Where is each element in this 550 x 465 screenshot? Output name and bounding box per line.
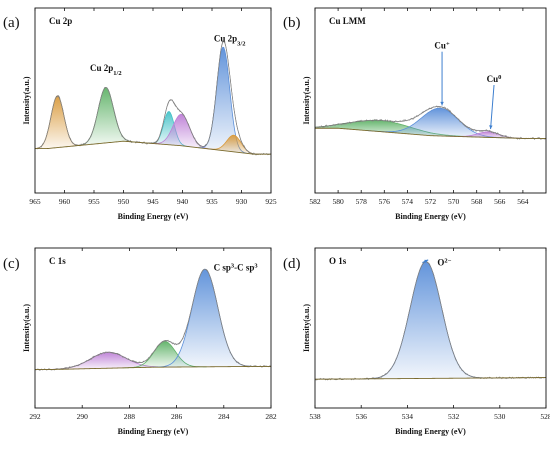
peak-fill [366, 108, 514, 139]
x-tick-label: 965 [29, 197, 41, 206]
annotation-text: Cu [434, 41, 446, 51]
peak-fill [363, 261, 489, 379]
raw-spectrum [34, 268, 272, 371]
annotation-text: C sp [214, 262, 231, 272]
peak-fill [205, 135, 262, 155]
x-tick-label: 282 [265, 412, 277, 421]
x-tick-label: 566 [494, 197, 506, 206]
annotation-superscript: + [446, 40, 450, 47]
plot-frame [34, 247, 272, 409]
peak-annotation: Cu 2p3/2 [214, 33, 246, 47]
peak-fill [75, 87, 136, 146]
annotation-subscript: 1/2 [113, 69, 121, 76]
y-axis-label: Intensity(a.u.) [302, 76, 311, 124]
x-tick-label: 530 [494, 412, 506, 421]
annotation-text: Cu 2p [90, 63, 113, 73]
x-tick-label: 574 [402, 197, 414, 206]
panel-title: Cu LMM [329, 16, 366, 26]
x-tick-label: 955 [88, 197, 100, 206]
arrow-head [424, 259, 429, 263]
peak-fill [447, 131, 530, 139]
x-tick-label: 960 [59, 197, 71, 206]
peak-fill [35, 95, 84, 149]
y-axis-label: Intensity(a.u.) [22, 76, 31, 124]
panel-0: (a) 965 960 955 950 945 940 935 930 925 Binding En… [3, 7, 277, 221]
x-tick-label: 950 [118, 197, 130, 206]
x-tick-label: 538 [309, 412, 321, 421]
peak-fill [153, 269, 256, 368]
annotation-arrow [490, 84, 495, 130]
y-axis-label: Intensity(a.u.) [302, 304, 311, 352]
y-axis-label: Intensity(a.u.) [22, 304, 31, 352]
x-axis-label: Binding Energy (eV) [395, 427, 466, 436]
annotation-text: O [437, 258, 444, 268]
peak-annotation: O2− [437, 257, 451, 268]
annotation-superscript: 0 [498, 74, 501, 81]
annotation-text-2: -C sp [234, 262, 254, 272]
peak-fill [38, 352, 179, 370]
annotation-superscript-2: 3 [254, 262, 258, 269]
x-tick-label: 290 [77, 412, 89, 421]
x-tick-label: 940 [177, 197, 189, 206]
x-tick-label: 935 [206, 197, 218, 206]
background-line [315, 127, 546, 139]
peak-annotation: Cu+ [434, 40, 450, 51]
annotation-subscript: 3/2 [237, 40, 245, 47]
x-tick-label: 945 [147, 197, 159, 206]
x-tick-label: 536 [356, 412, 368, 421]
arrow-head [489, 125, 493, 130]
panel-3: (d) 538 536 534 532 530 528 Binding Energy (eV)… [283, 247, 550, 436]
panel-letter: (d) [283, 256, 301, 272]
x-tick-label: 534 [402, 412, 414, 421]
x-tick-label: 925 [265, 197, 277, 206]
x-tick-label: 564 [517, 197, 529, 206]
x-axis-label: Binding Energy (eV) [118, 212, 189, 221]
x-tick-label: 568 [471, 197, 483, 206]
x-axis-label: Binding Energy (eV) [395, 212, 466, 221]
x-tick-label: 930 [236, 197, 248, 206]
x-tick-label: 578 [356, 197, 368, 206]
peak-fill [198, 47, 249, 154]
arrow-head [440, 101, 444, 106]
x-tick-label: 580 [332, 197, 344, 206]
x-tick-label: 292 [29, 412, 41, 421]
plot-frame [314, 7, 547, 194]
x-axis-label: Binding Energy (eV) [118, 427, 189, 436]
panel-letter: (a) [3, 15, 20, 31]
panel-title: Cu 2p [49, 16, 72, 26]
panel-title: C 1s [49, 256, 66, 266]
x-tick-label: 532 [448, 412, 460, 421]
peak-annotation: C sp3-C sp3 [214, 262, 259, 273]
x-tick-label: 572 [425, 197, 437, 206]
x-tick-label: 288 [124, 412, 136, 421]
plot-frame [314, 247, 547, 409]
peak-fill [148, 114, 215, 150]
panel-letter: (c) [3, 256, 20, 272]
panel-letter: (b) [283, 15, 301, 31]
panel-1: (b) 582 580 578 576 574 572 570 568 566 564 Binding… [283, 7, 547, 221]
peak-fill [122, 341, 207, 368]
x-tick-label: 582 [309, 197, 321, 206]
x-tick-label: 576 [379, 197, 391, 206]
annotation-superscript: 3 [231, 262, 235, 269]
background-line [35, 365, 271, 371]
x-tick-label: 570 [448, 197, 460, 206]
background-line [35, 140, 271, 155]
x-tick-label: 284 [218, 412, 230, 421]
annotation-superscript: 2− [444, 257, 451, 264]
background-line [315, 377, 546, 380]
peak-annotation: Cu0 [487, 74, 502, 85]
peak-fill [148, 111, 190, 147]
annotation-text: Cu [487, 74, 499, 84]
x-tick-label: 286 [171, 412, 183, 421]
peak-annotation: Cu 2p1/2 [90, 63, 122, 77]
annotation-text: Cu 2p [214, 33, 237, 43]
x-tick-label: 528 [540, 412, 550, 421]
panel-title: O 1s [329, 256, 347, 266]
panel-2: (c) 292 290 288 286 284 282 Binding Energy (eV)… [3, 247, 277, 436]
